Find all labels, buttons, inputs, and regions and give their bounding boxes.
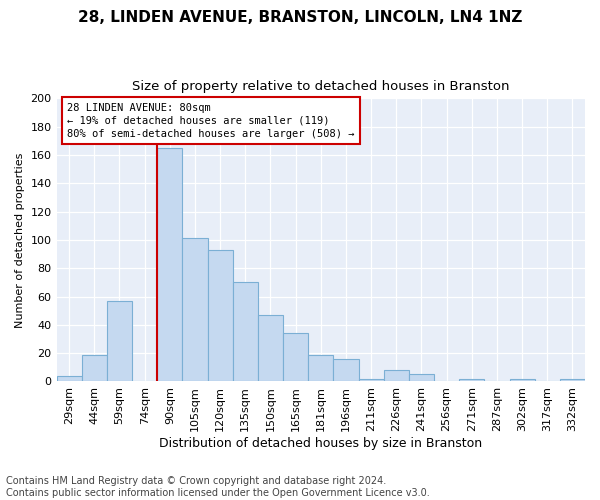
- Bar: [56, 376, 82, 382]
- Bar: [258, 315, 283, 382]
- Bar: [157, 148, 182, 382]
- Bar: [107, 301, 132, 382]
- Bar: [459, 378, 484, 382]
- Text: Contains HM Land Registry data © Crown copyright and database right 2024.
Contai: Contains HM Land Registry data © Crown c…: [6, 476, 430, 498]
- Bar: [509, 378, 535, 382]
- Bar: [182, 238, 208, 382]
- Bar: [82, 354, 107, 382]
- Bar: [283, 334, 308, 382]
- Bar: [409, 374, 434, 382]
- Bar: [208, 250, 233, 382]
- Title: Size of property relative to detached houses in Branston: Size of property relative to detached ho…: [132, 80, 509, 93]
- Bar: [359, 378, 383, 382]
- X-axis label: Distribution of detached houses by size in Branston: Distribution of detached houses by size …: [159, 437, 482, 450]
- Y-axis label: Number of detached properties: Number of detached properties: [15, 152, 25, 328]
- Text: 28, LINDEN AVENUE, BRANSTON, LINCOLN, LN4 1NZ: 28, LINDEN AVENUE, BRANSTON, LINCOLN, LN…: [78, 10, 522, 25]
- Bar: [308, 354, 334, 382]
- Bar: [334, 359, 359, 382]
- Bar: [233, 282, 258, 382]
- Text: 28 LINDEN AVENUE: 80sqm
← 19% of detached houses are smaller (119)
80% of semi-d: 28 LINDEN AVENUE: 80sqm ← 19% of detache…: [67, 102, 355, 139]
- Bar: [560, 378, 585, 382]
- Bar: [383, 370, 409, 382]
